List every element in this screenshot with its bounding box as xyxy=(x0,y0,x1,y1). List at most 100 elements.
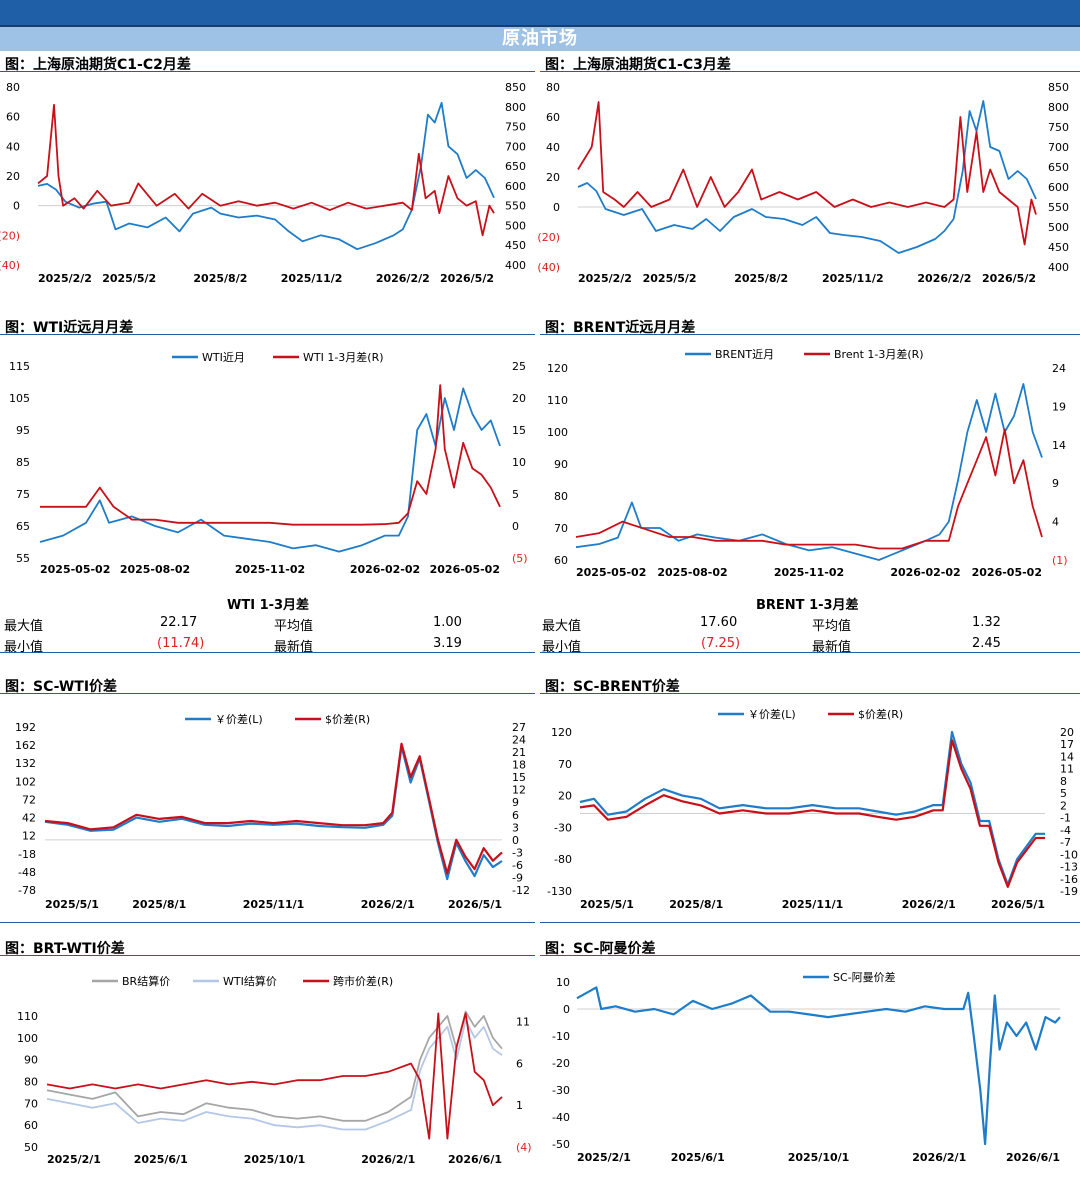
x-tick: 2025/11/2 xyxy=(822,272,884,285)
divider xyxy=(540,334,1080,335)
y-tick-right: -16 xyxy=(1060,873,1078,886)
y-tick-left: -48 xyxy=(18,866,36,879)
x-tick: 2025/11/2 xyxy=(281,272,343,285)
y-tick-left: 80 xyxy=(554,490,568,503)
title-scbrent: 图：SC-BRENT价差 xyxy=(545,679,680,695)
stat-label: 最大值 xyxy=(542,619,582,634)
y-tick-right: -4 xyxy=(1060,824,1071,837)
x-tick: 2025-05-02 xyxy=(576,566,646,579)
x-tick: 2025-11-02 xyxy=(235,563,305,576)
divider xyxy=(0,71,535,72)
y-tick-right: 0 xyxy=(512,520,519,533)
y-tick-left: 120 xyxy=(551,726,572,739)
y-tick-left: 70 xyxy=(558,758,572,771)
series-line-blue xyxy=(577,100,1037,254)
x-tick: 2026/2/1 xyxy=(361,1153,415,1166)
title-wti: 图：WTI近远月月差 xyxy=(5,320,134,336)
y-tick-left: 40 xyxy=(546,141,560,154)
y-tick-right: -7 xyxy=(1060,836,1071,849)
y-tick-right: 800 xyxy=(505,101,526,114)
y-tick-right: 15 xyxy=(512,424,526,437)
divider xyxy=(540,652,1080,653)
y-tick-right: 500 xyxy=(1048,221,1069,234)
y-tick-left: 110 xyxy=(547,394,568,407)
y-tick-left: 80 xyxy=(24,1075,38,1088)
y-tick-right: 15 xyxy=(512,771,526,784)
x-tick: 2025/10/1 xyxy=(244,1153,306,1166)
divider xyxy=(0,922,535,923)
x-tick: 2025-05-02 xyxy=(40,563,110,576)
y-tick-right: 4 xyxy=(1052,516,1059,529)
x-tick: 2026/6/1 xyxy=(448,1153,502,1166)
y-tick-right: 20 xyxy=(512,392,526,405)
stat-value: 1.32 xyxy=(972,615,1001,630)
y-tick-right: -3 xyxy=(512,846,523,859)
y-tick-right: 27 xyxy=(512,721,526,734)
y-tick-left: 60 xyxy=(554,554,568,567)
x-tick: 2025/8/2 xyxy=(734,272,788,285)
y-tick-left: -78 xyxy=(18,884,36,897)
title-scoman: 图：SC-阿曼价差 xyxy=(545,941,656,957)
x-tick: 2026-05-02 xyxy=(972,566,1042,579)
series-line-lightblue xyxy=(46,1019,503,1131)
series-line-red xyxy=(577,101,1037,246)
y-tick-right: 5 xyxy=(512,488,519,501)
y-tick-right: 1 xyxy=(516,1099,523,1112)
y-tick-right: 17 xyxy=(1060,738,1074,751)
y-tick-right: 500 xyxy=(505,219,526,232)
divider xyxy=(0,955,535,956)
y-tick-left: 80 xyxy=(546,81,560,94)
x-tick: 2025/5/1 xyxy=(45,898,99,911)
y-tick-right: -13 xyxy=(1060,861,1078,874)
y-tick-left: 70 xyxy=(554,522,568,535)
y-tick-left: (20) xyxy=(0,229,20,242)
y-tick-left: 40 xyxy=(6,140,20,153)
divider xyxy=(540,693,1080,694)
x-tick: 2025-11-02 xyxy=(774,566,844,579)
y-tick-right: 11 xyxy=(516,1016,530,1029)
y-tick-left: (40) xyxy=(0,259,20,272)
series-line-red xyxy=(575,428,1043,550)
series-line-blue xyxy=(44,745,503,881)
y-tick-right: 550 xyxy=(505,200,526,213)
legend-label: ￥价差(L) xyxy=(748,707,796,721)
divider xyxy=(540,922,1080,923)
stats-heading-wti: WTI 1-3月差 xyxy=(227,598,310,613)
y-tick-right: 400 xyxy=(1048,261,1069,274)
series-line-red xyxy=(40,384,501,526)
x-tick: 2025/8/1 xyxy=(132,898,186,911)
x-tick: 2026/2/2 xyxy=(917,272,971,285)
y-tick-right: 600 xyxy=(505,180,526,193)
stat-value: 17.60 xyxy=(700,615,738,630)
y-tick-right: 9 xyxy=(1052,477,1059,490)
y-tick-left: 100 xyxy=(547,426,568,439)
legend-label: BRENT近月 xyxy=(715,348,774,361)
y-tick-right: 8 xyxy=(1060,775,1067,788)
series-line-red xyxy=(44,742,503,875)
section-title: 原油市场 xyxy=(0,27,1080,51)
y-tick-left: 0 xyxy=(553,201,560,214)
stat-label: 平均值 xyxy=(274,619,314,634)
y-tick-right: 24 xyxy=(512,734,526,747)
y-tick-right: 850 xyxy=(1048,81,1069,94)
y-tick-left: -40 xyxy=(552,1111,570,1124)
stat-label: 最大值 xyxy=(4,619,44,634)
y-tick-left: 65 xyxy=(16,520,30,533)
series-line-red xyxy=(37,103,495,237)
y-tick-left: 20 xyxy=(546,171,560,184)
y-tick-left: 20 xyxy=(6,170,20,183)
x-tick: 2025/2/1 xyxy=(47,1153,101,1166)
stat-value: 2.45 xyxy=(972,636,1001,651)
legend-label: $价差(R) xyxy=(325,712,370,726)
y-tick-left: 102 xyxy=(15,775,36,788)
y-tick-left: 10 xyxy=(556,976,570,989)
y-tick-left: 60 xyxy=(546,111,560,124)
y-tick-right: 21 xyxy=(512,746,526,759)
x-tick: 2026/2/1 xyxy=(361,898,415,911)
stat-value: (11.74) xyxy=(157,636,205,651)
y-tick-right: 600 xyxy=(1048,181,1069,194)
stat-value: 1.00 xyxy=(433,615,462,630)
y-tick-left: -80 xyxy=(554,853,572,866)
x-tick: 2025-08-02 xyxy=(657,566,727,579)
y-tick-right: (5) xyxy=(512,552,528,565)
